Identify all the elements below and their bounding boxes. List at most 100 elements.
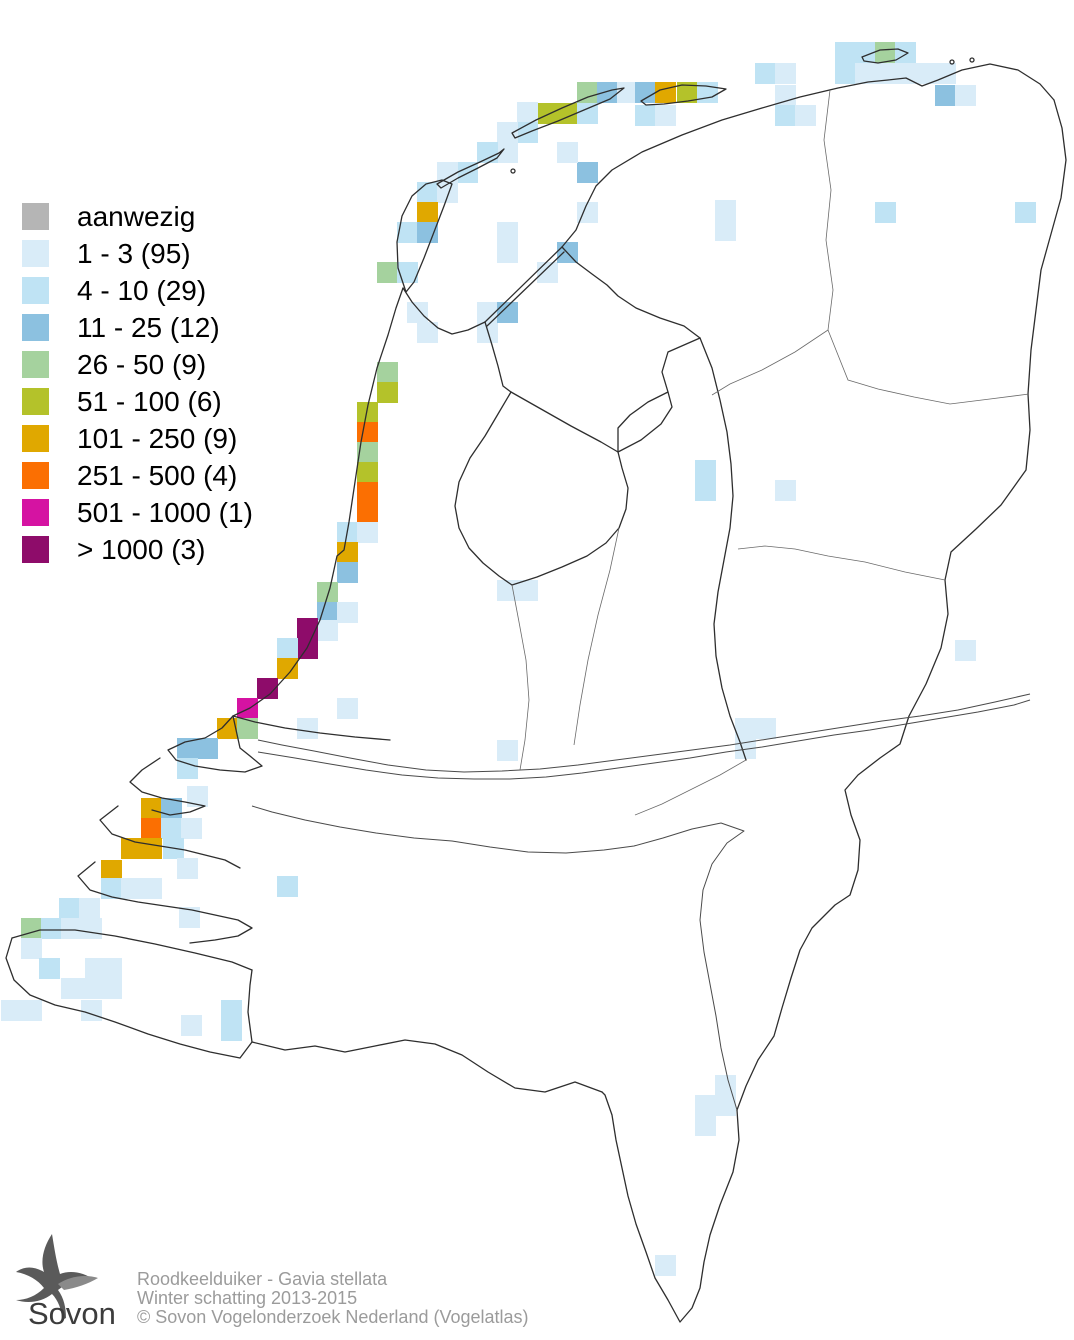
grid-cell (695, 460, 716, 481)
grid-cell (121, 838, 142, 859)
grid-cell (775, 480, 796, 501)
grid-cell (81, 978, 102, 999)
legend-row: > 1000 (3) (22, 531, 253, 568)
grid-cell (377, 382, 398, 403)
legend-row: 251 - 500 (4) (22, 457, 253, 494)
legend-label: 101 - 250 (9) (77, 422, 238, 454)
grid-cell (855, 63, 876, 84)
legend-swatch-icon (22, 462, 49, 489)
legend-label: 1 - 3 (95) (77, 237, 191, 269)
grid-cell (477, 142, 498, 163)
grid-cell (177, 758, 198, 779)
grid-cell (635, 82, 656, 103)
legend-row: 11 - 25 (12) (22, 309, 253, 346)
grid-cell (497, 302, 518, 323)
grid-cell (237, 718, 258, 739)
legend: aanwezig 1 - 3 (95) 4 - 10 (29) 11 - 25 (12… (22, 198, 253, 568)
grid-cell (875, 63, 896, 84)
legend-swatch-icon (22, 277, 49, 304)
grid-cell (655, 1255, 676, 1276)
grid-cell (955, 640, 976, 661)
grid-cell (61, 918, 82, 939)
grid-cell (695, 1095, 716, 1116)
sovon-logo-text: Sovon (28, 1296, 116, 1331)
grid-cell (357, 502, 378, 523)
grid-cell (337, 562, 358, 583)
grid-cell (317, 602, 338, 623)
grid-cell (417, 322, 438, 343)
grid-cell (617, 82, 638, 103)
grid-cell (655, 105, 676, 126)
grid-cell (277, 638, 298, 659)
grid-cell (915, 63, 936, 84)
grid-cell (775, 85, 796, 106)
grid-cell (715, 220, 736, 241)
grid-cell (497, 222, 518, 243)
grid-cell (101, 860, 122, 881)
grid-cell (407, 302, 428, 323)
grid-cell (377, 362, 398, 383)
grid-cell (715, 200, 736, 221)
grid-cell (457, 162, 478, 183)
grid-cell (577, 162, 598, 183)
legend-label: 51 - 100 (6) (77, 385, 222, 417)
legend-swatch-icon (22, 203, 49, 230)
legend-label: > 1000 (3) (77, 533, 206, 565)
grid-cell (715, 1095, 736, 1116)
grid-cell (61, 978, 82, 999)
grid-cell (141, 798, 162, 819)
grid-cell (437, 162, 458, 183)
grid-cell (121, 878, 142, 899)
grid-cell (677, 82, 698, 103)
grid-cell (875, 42, 896, 63)
grid-cell (537, 262, 558, 283)
grid-cell (775, 63, 796, 84)
legend-label: 501 - 1000 (1) (77, 496, 253, 528)
grid-cell (695, 480, 716, 501)
grid-cell (855, 42, 876, 63)
grid-cell (477, 302, 498, 323)
legend-swatch-icon (22, 240, 49, 267)
grid-cell (497, 740, 518, 761)
grid-cell (101, 878, 122, 899)
grid-cell (377, 262, 398, 283)
grid-cell (875, 202, 896, 223)
grid-cell (497, 242, 518, 263)
grid-cell (497, 142, 518, 163)
grid-cell (217, 718, 238, 739)
grid-cell (177, 858, 198, 879)
grid-cell (795, 105, 816, 126)
grid-cell (337, 542, 358, 563)
grid-cell (297, 718, 318, 739)
grid-cell (59, 898, 80, 919)
grid-cell (79, 898, 100, 919)
grid-cell (257, 678, 278, 699)
grid-cell (835, 63, 856, 84)
grid-cell (221, 1020, 242, 1041)
legend-row: 1 - 3 (95) (22, 235, 253, 272)
legend-swatch-icon (22, 425, 49, 452)
grid-cell (955, 85, 976, 106)
legend-swatch-icon (22, 536, 49, 563)
grid-cell (835, 42, 856, 63)
grid-cell (357, 522, 378, 543)
grid-cell (141, 878, 162, 899)
legend-swatch-icon (22, 314, 49, 341)
grid-cell (181, 1015, 202, 1036)
legend-label: 251 - 500 (4) (77, 459, 238, 491)
grid-cell (517, 102, 538, 123)
grid-cell (337, 698, 358, 719)
grid-cell (775, 105, 796, 126)
legend-label: aanwezig (77, 200, 196, 232)
grid-cell (141, 818, 162, 839)
grid-cell (161, 818, 182, 839)
grid-cell (577, 202, 598, 223)
grid-cell (277, 876, 298, 897)
legend-row: aanwezig (22, 198, 253, 235)
grid-cell (197, 738, 218, 759)
grid-cell (477, 322, 498, 343)
grid-cell (21, 938, 42, 959)
grid-cell (557, 142, 578, 163)
